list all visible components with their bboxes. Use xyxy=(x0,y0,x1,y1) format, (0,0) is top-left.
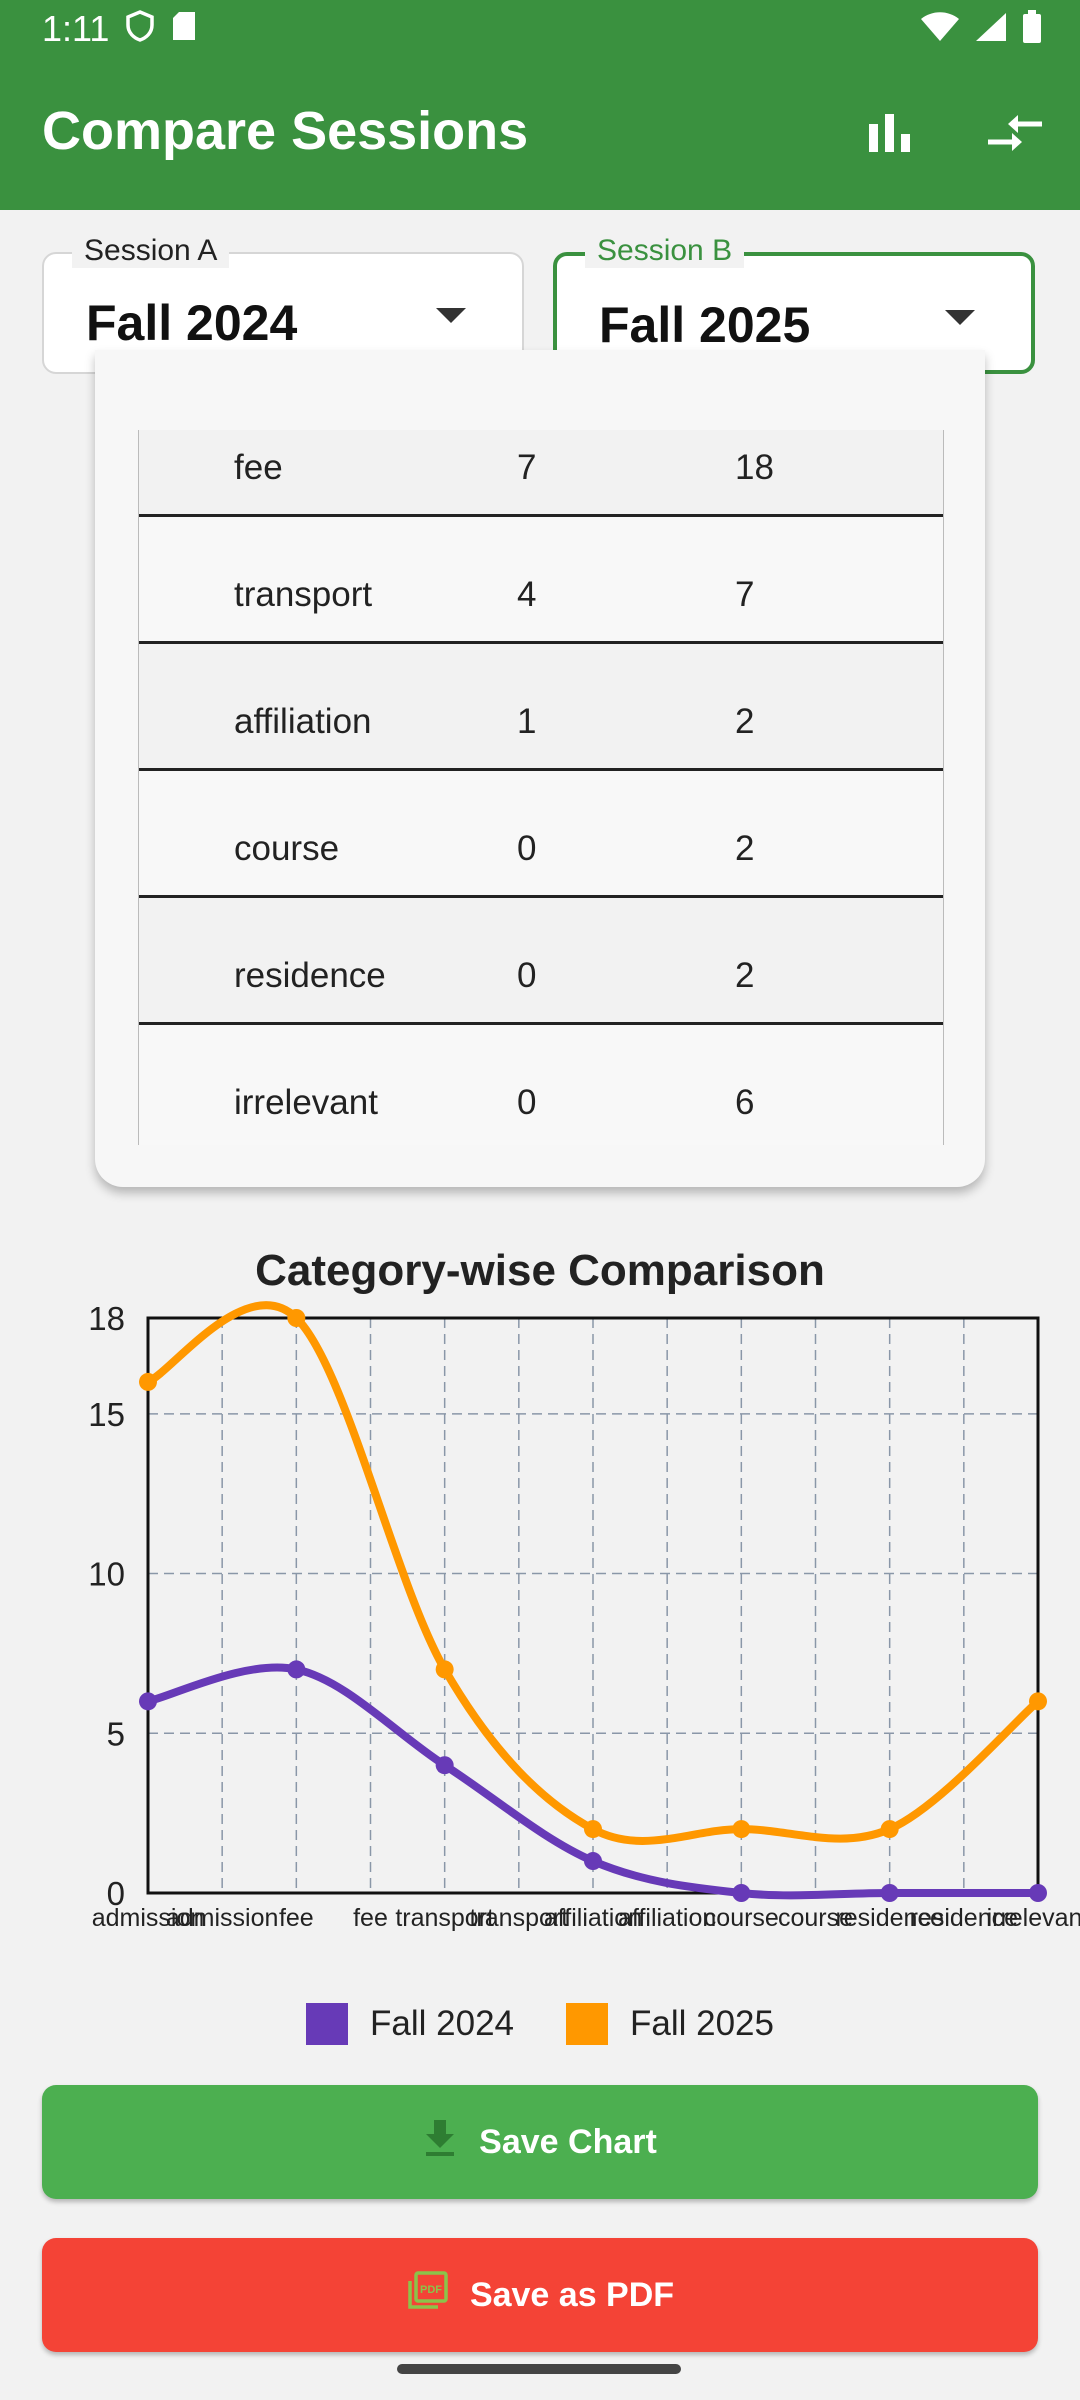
chart-legend: Fall 2024 Fall 2025 xyxy=(0,2003,1080,2045)
session-a-cell: 7 xyxy=(517,448,537,487)
session-b-dropdown[interactable]: Session B Fall 2025 xyxy=(553,234,1035,374)
save-chart-button[interactable]: Save Chart xyxy=(42,2085,1038,2199)
battery-icon xyxy=(1022,10,1042,49)
compare-arrows-icon xyxy=(986,112,1044,159)
table-row: fee 7 18 xyxy=(139,430,943,517)
y-tick-label: 18 xyxy=(88,1300,125,1337)
y-tick-label: 0 xyxy=(107,1875,125,1912)
comparison-chart: Category-wise Comparison 0 5 10 15 18 admiss… xyxy=(88,1246,1080,1932)
table-row: irrelevant 0 6 xyxy=(139,1025,943,1145)
data-point xyxy=(435,1660,454,1679)
home-indicator[interactable] xyxy=(397,2364,681,2374)
x-tick-label: transport xyxy=(395,1904,494,1932)
data-point xyxy=(584,1852,602,1871)
wifi-icon xyxy=(920,11,960,48)
x-tick-label: residence xyxy=(910,1904,1018,1932)
data-point xyxy=(139,1692,157,1711)
legend-swatch xyxy=(566,2003,608,2045)
download-icon xyxy=(423,2118,457,2167)
category-cell: irrelevant xyxy=(234,1083,378,1122)
table-row: course 0 2 xyxy=(139,771,943,898)
save-chart-label: Save Chart xyxy=(479,2122,657,2161)
x-tick-label: transport xyxy=(469,1904,568,1932)
category-cell: affiliation xyxy=(234,702,372,741)
x-tick-label: irrelevant xyxy=(987,1904,1080,1932)
session-a-label: Session A xyxy=(72,234,230,268)
session-b-cell: 2 xyxy=(735,702,755,741)
y-tick-label: 10 xyxy=(88,1556,125,1593)
legend-label: Fall 2024 xyxy=(370,2004,514,2043)
x-tick-label: affiliation xyxy=(544,1904,642,1932)
signal-icon xyxy=(974,11,1008,48)
session-b-value: Fall 2025 xyxy=(599,297,811,353)
x-tick-label: affiliation xyxy=(618,1904,716,1932)
session-b-cell: 6 xyxy=(735,1083,755,1122)
data-point xyxy=(880,1884,899,1902)
legend-swatch xyxy=(306,2003,349,2045)
data-point xyxy=(139,1372,157,1391)
data-point xyxy=(287,1660,306,1679)
x-tick-label: fee xyxy=(279,1904,314,1932)
session-b-label: Session B xyxy=(585,234,745,268)
table-row: residence 0 2 xyxy=(139,898,943,1025)
table-row: transport 4 7 xyxy=(139,517,943,644)
x-tick-label: residence xyxy=(835,1904,943,1932)
page-title: Compare Sessions xyxy=(42,101,529,161)
chart-title: Category-wise Comparison xyxy=(255,1246,825,1295)
sd-card-icon xyxy=(171,10,197,47)
data-point xyxy=(1029,1884,1047,1902)
data-point xyxy=(880,1820,899,1839)
session-a-cell: 0 xyxy=(517,1083,537,1122)
session-a-cell: 1 xyxy=(517,702,537,741)
legend-item: Fall 2025 xyxy=(566,2003,774,2045)
session-a-value: Fall 2024 xyxy=(86,295,298,351)
data-point xyxy=(287,1309,306,1327)
category-cell: residence xyxy=(234,956,386,995)
x-tick-label: admission xyxy=(166,1904,279,1932)
data-point xyxy=(732,1884,751,1902)
comparison-table: fee 7 18 transport 4 7 affiliation 1 2 c… xyxy=(138,430,944,1145)
data-point xyxy=(584,1820,602,1839)
legend-label: Fall 2025 xyxy=(630,2004,774,2043)
session-a-cell: 0 xyxy=(517,956,537,995)
chevron-down-icon xyxy=(945,310,975,325)
data-point xyxy=(1029,1692,1047,1711)
table-row: affiliation 1 2 xyxy=(139,644,943,771)
compare-button[interactable] xyxy=(980,100,1050,170)
y-tick-label: 15 xyxy=(88,1396,125,1433)
pdf-icon: PDF xyxy=(406,2270,448,2320)
category-cell: course xyxy=(234,829,340,868)
save-pdf-button[interactable]: PDF Save as PDF xyxy=(42,2238,1038,2352)
session-b-cell: 7 xyxy=(735,575,755,614)
comparison-table-viewport[interactable]: fee 7 18 transport 4 7 affiliation 1 2 c… xyxy=(0,430,1080,1145)
y-tick-label: 5 xyxy=(107,1715,125,1752)
x-tick-label: fee xyxy=(353,1904,388,1932)
app-bar: 1:11 Compare Sessions xyxy=(0,0,1080,210)
session-b-cell: 2 xyxy=(735,956,755,995)
shield-icon xyxy=(125,10,155,47)
session-a-cell: 4 xyxy=(517,575,537,614)
bar-chart-button[interactable] xyxy=(855,100,925,170)
save-pdf-label: Save as PDF xyxy=(469,2275,675,2314)
x-tick-label: course xyxy=(778,1904,853,1932)
session-b-cell: 18 xyxy=(735,448,774,487)
data-point xyxy=(435,1756,454,1775)
svg-text:PDF: PDF xyxy=(420,2284,442,2296)
chevron-down-icon xyxy=(436,308,466,323)
session-b-cell: 2 xyxy=(735,829,755,868)
category-cell: fee xyxy=(234,448,283,487)
x-tick-label: admission xyxy=(92,1904,205,1932)
category-cell: transport xyxy=(234,575,373,614)
session-a-cell: 0 xyxy=(517,829,537,868)
chart-plot-frame xyxy=(146,1316,1040,1895)
data-point xyxy=(732,1820,751,1839)
bar-chart-icon xyxy=(867,112,913,159)
legend-item: Fall 2024 xyxy=(306,2003,514,2045)
x-tick-label: course xyxy=(704,1904,779,1932)
status-time: 1:11 xyxy=(42,8,110,49)
